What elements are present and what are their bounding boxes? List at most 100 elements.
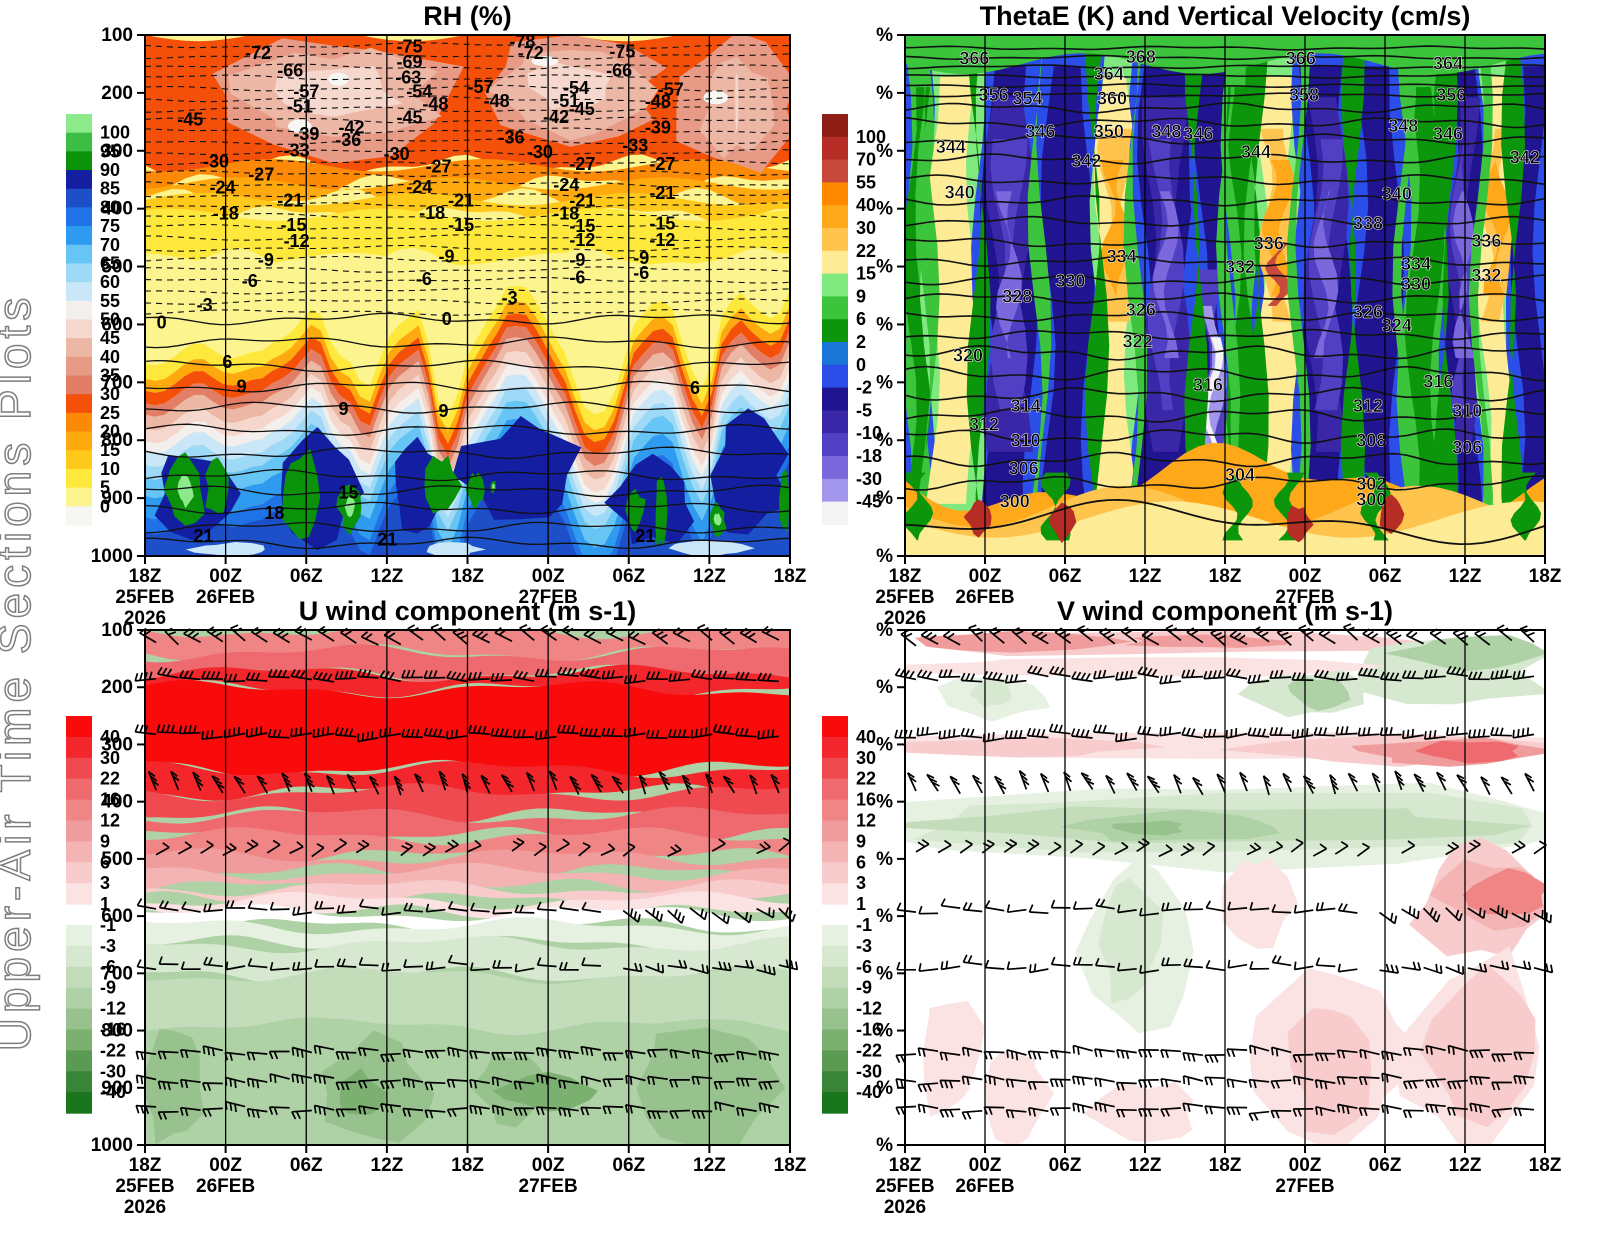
wind-barb xyxy=(1160,1077,1182,1088)
wind-barb xyxy=(157,1080,179,1091)
wind-barb xyxy=(1513,1051,1535,1061)
v-colorbar-swatch xyxy=(822,925,848,947)
wind-barb xyxy=(1226,1106,1248,1116)
wind-barb xyxy=(472,628,491,644)
thetae-column xyxy=(995,191,1022,358)
wind-barb xyxy=(290,668,312,681)
panel-v-wind: %%%%%%%%%%18Z 00Z 06Z 12Z 18Z 00Z 06Z 12Z 18Z25F… xyxy=(822,596,1562,1218)
temperature-contour-label: 6 xyxy=(222,352,232,372)
thetae-contour-label: 324 xyxy=(1382,316,1412,336)
wind-barb xyxy=(1491,1107,1512,1118)
temperature-contour-label: -45 xyxy=(177,109,203,129)
temperature-contour-label: -42 xyxy=(543,107,569,127)
wind-barb xyxy=(525,771,536,792)
thetae-column xyxy=(1261,160,1294,296)
temperature-contour-label: -63 xyxy=(395,68,421,88)
wind-barb xyxy=(136,898,157,910)
wind-barb xyxy=(749,774,759,795)
rh-light-bottom xyxy=(426,542,487,556)
temperature-contour-label: 0 xyxy=(442,309,452,329)
wind-barb xyxy=(135,1104,157,1115)
wind-barb xyxy=(1006,961,1027,971)
wind-barb xyxy=(942,630,961,646)
v-patch xyxy=(1414,740,1519,764)
wind-barb xyxy=(961,1046,983,1057)
v-colorbar-label: 12 xyxy=(856,811,876,831)
wind-barb xyxy=(734,727,757,738)
wind-barb xyxy=(1336,1103,1358,1115)
wind-barb xyxy=(393,775,405,796)
rh-white-spot xyxy=(531,55,559,67)
wind-barb xyxy=(346,773,358,793)
wind-barb xyxy=(1027,1106,1049,1117)
rh-colorbar-label: 10 xyxy=(100,459,120,479)
wind-barb xyxy=(1445,841,1460,856)
wind-barb xyxy=(939,1051,961,1061)
thetae-colorbar-label: 100 xyxy=(856,127,886,147)
v-colorbar-label: -12 xyxy=(856,999,882,1019)
wind-barb xyxy=(558,961,579,971)
thetae-colorbar-swatch xyxy=(822,205,848,229)
wind-barb xyxy=(467,839,482,853)
wind-barb xyxy=(461,773,472,794)
rh-green-blob xyxy=(424,455,462,514)
temperature-contour-label: -21 xyxy=(649,183,675,203)
wind-barb xyxy=(1379,671,1402,682)
thetae-contour-label: 368 xyxy=(1126,47,1156,67)
wind-barb xyxy=(1204,1054,1226,1064)
panel-title: U wind component (m s-1) xyxy=(299,596,637,626)
v-colorbar-label: 6 xyxy=(856,852,866,872)
wind-barb xyxy=(558,1107,579,1118)
rh-colorbar-label: 40 xyxy=(100,347,120,367)
thetae-column xyxy=(1360,472,1391,541)
v-colorbar-label: -1 xyxy=(856,915,872,935)
wind-barb xyxy=(1413,773,1426,793)
v-colorbar-swatch xyxy=(822,1071,848,1093)
u-colorbar-label: 3 xyxy=(100,873,110,893)
y-tick-label: % xyxy=(876,849,893,870)
wind-barb xyxy=(1205,960,1226,972)
x-date-label: 2026 xyxy=(124,608,166,629)
wind-barb xyxy=(939,1079,961,1089)
v-colorbar-label: -6 xyxy=(856,957,872,977)
wind-barb xyxy=(425,903,446,913)
thetae-column xyxy=(1313,191,1339,358)
thetae-contour-label: 300 xyxy=(1356,490,1386,510)
wind-barb xyxy=(1480,776,1491,796)
rh-colorbar-swatch xyxy=(66,114,92,134)
temperature-contour-label: -48 xyxy=(484,91,510,111)
thetae-contour-label: 342 xyxy=(1510,147,1540,167)
wind-barb xyxy=(413,773,424,793)
wind-barb xyxy=(178,725,201,735)
u-colorbar-swatch xyxy=(66,925,92,947)
wind-barb xyxy=(536,957,557,968)
thetae-colorbar-swatch xyxy=(822,114,848,138)
v-colorbar-label: -3 xyxy=(856,936,872,956)
x-tick-label: 18Z xyxy=(129,566,162,587)
wind-barb xyxy=(1227,901,1248,911)
wind-barb xyxy=(1468,728,1490,739)
wind-barb xyxy=(1182,1051,1204,1062)
wind-barb xyxy=(1268,840,1284,854)
wind-barb xyxy=(1205,900,1226,912)
x-tick-label: 12Z xyxy=(693,566,726,587)
wind-barb xyxy=(736,1050,757,1061)
thetae-contour-label: 336 xyxy=(1254,233,1284,253)
wind-barb xyxy=(1402,1046,1424,1057)
wind-barb xyxy=(135,1074,157,1085)
wind-barb xyxy=(1446,665,1468,677)
thetae-contour-label: 304 xyxy=(1225,465,1255,485)
wind-barb xyxy=(177,841,193,855)
y-tick-label: % xyxy=(876,430,893,451)
wind-barb xyxy=(511,837,525,852)
wind-barb xyxy=(203,903,223,913)
thetae-contour-label: 312 xyxy=(1353,396,1383,416)
thetae-contour-label: 306 xyxy=(1009,458,1039,478)
temperature-contour-label: -45 xyxy=(569,99,595,119)
wind-barb xyxy=(513,1051,535,1061)
wind-barb xyxy=(1039,772,1050,793)
wind-barb xyxy=(1491,1053,1512,1063)
wind-barb xyxy=(1489,960,1510,971)
wind-barb xyxy=(1362,628,1380,644)
wind-barb xyxy=(1092,669,1115,680)
